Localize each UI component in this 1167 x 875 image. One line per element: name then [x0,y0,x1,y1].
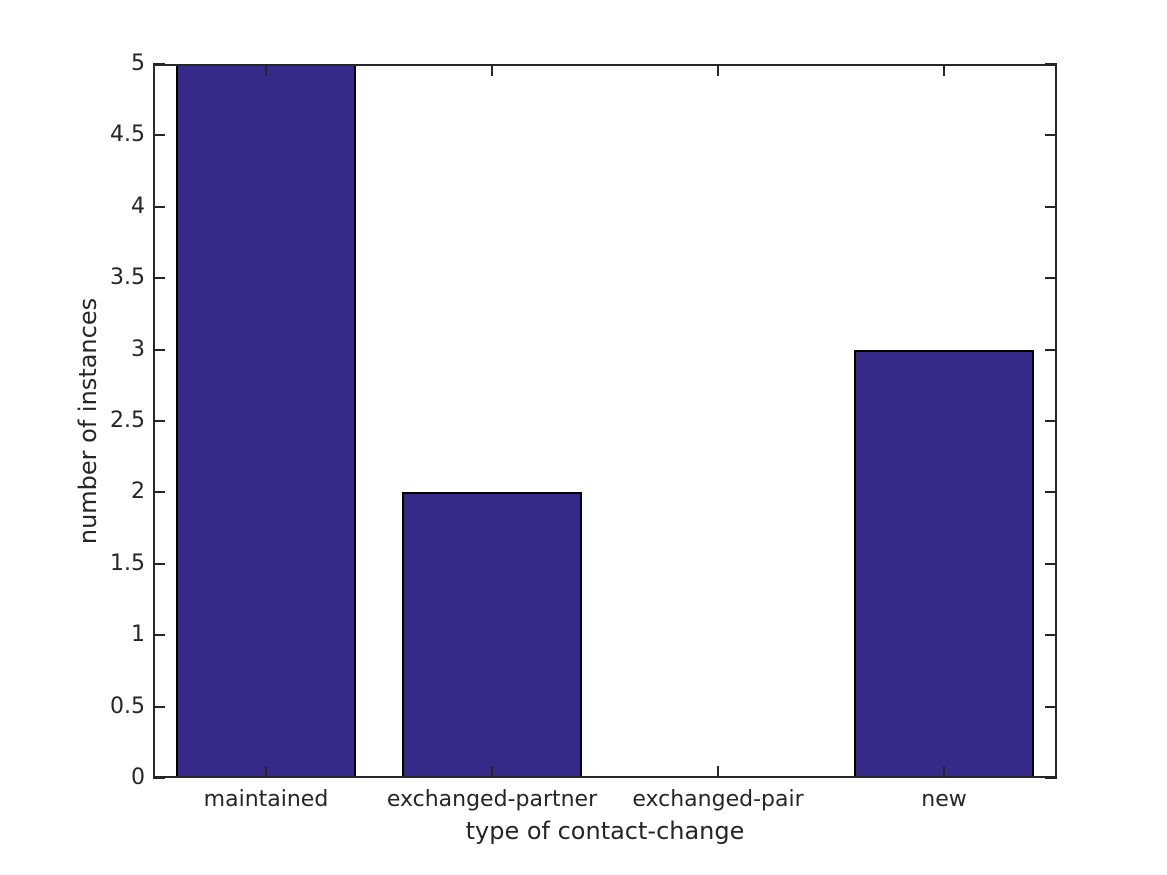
x-axis-label: type of contact-change [465,817,745,845]
x-tick-label-new: new [921,787,967,812]
x-tick-label-exchanged-pair: exchanged-pair [632,787,804,812]
bar-new [853,349,1035,778]
bar-exchanged-partner [401,492,583,778]
plot-area [153,63,1057,779]
x-tick-label-exchanged-partner: exchanged-partner [386,787,598,812]
y-tick-label: 0 [131,765,145,790]
y-tick-label: 5 [131,51,145,76]
y-tick-label: 1 [131,622,145,648]
y-axis-label: number of instances [74,297,102,545]
y-tick-label: 4.5 [110,122,145,148]
y-tick-label: 0.5 [110,693,145,719]
bars-layer [153,64,1057,778]
bar-maintained [175,64,357,778]
x-tick-label-maintained: maintained [203,787,329,812]
y-tick-label: 4 [131,193,145,219]
